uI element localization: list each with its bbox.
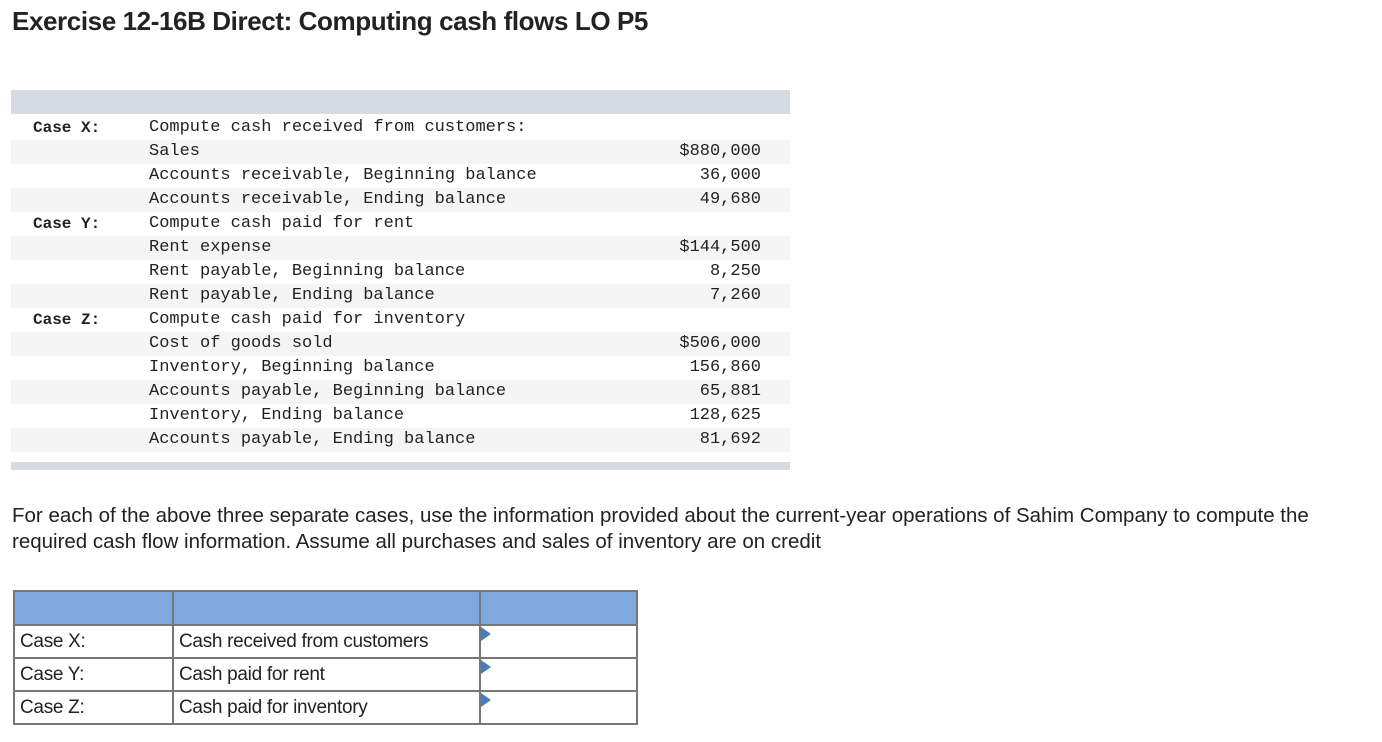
row-amount: 156,860 [689,358,761,377]
row-description: Rent expense [149,238,272,257]
case-label: Case Z: [33,311,101,329]
row-amount: 49,680 [699,190,761,209]
data-row: Sales $880,000 [11,140,790,164]
row-amount: 8,250 [709,262,761,281]
row-description: Sales [149,142,201,161]
row-description: Cost of goods sold [149,334,333,353]
data-row: Accounts receivable, Ending balance 49,6… [11,188,790,212]
data-row: Rent payable, Ending balance 7,260 [11,284,790,308]
answer-row-label: Cash paid for inventory [172,690,481,725]
answer-row: Case X: Cash received from customers [13,624,638,659]
row-amount: 7,260 [709,286,761,305]
header-cell-amount [479,590,638,626]
row-description: Accounts payable, Ending balance [149,430,476,449]
answer-case-label: Case Z: [13,690,174,725]
answer-row-label: Cash received from customers [172,624,481,659]
row-amount: 128,625 [689,406,761,425]
row-amount: 81,692 [699,430,761,449]
table-bottom-band [11,462,790,470]
row-description: Compute cash received from customers: [149,118,527,137]
data-row: Case X: Compute cash received from custo… [11,116,790,140]
data-row: Inventory, Ending balance 128,625 [11,404,790,428]
case-label: Case Y: [33,215,101,233]
data-row: Rent expense $144,500 [11,236,790,260]
row-amount: 36,000 [699,166,761,185]
page-title: Exercise 12-16B Direct: Computing cash f… [12,6,648,36]
row-amount: $144,500 [679,238,761,257]
header-cell-case [13,590,174,626]
row-description: Rent payable, Ending balance [149,286,435,305]
row-description: Accounts receivable, Beginning balance [149,166,537,185]
row-description: Compute cash paid for inventory [149,310,466,329]
data-row: Case Z: Compute cash paid for inventory [11,308,790,332]
data-row: Rent payable, Beginning balance 8,250 [11,260,790,284]
row-amount: $880,000 [679,142,761,161]
data-row: Accounts receivable, Beginning balance 3… [11,164,790,188]
cash-received-input[interactable] [481,626,636,657]
instructions-text: For each of the above three separate cas… [12,504,1309,553]
answer-table: Case X: Cash received from customers Cas… [13,590,638,725]
row-description: Accounts receivable, Ending balance [149,190,507,209]
row-amount: 65,881 [699,382,761,401]
data-row: Case Y: Compute cash paid for rent [11,212,790,236]
cash-paid-rent-input[interactable] [481,659,636,690]
header-cell-description [172,590,481,626]
answer-cell-cash-inventory[interactable] [479,690,638,725]
answer-row: Case Y: Cash paid for rent [13,657,638,692]
case-label: Case X: [33,119,101,137]
given-data-table: Case X: Compute cash received from custo… [11,90,790,470]
row-description: Inventory, Ending balance [149,406,405,425]
data-row: Accounts payable, Beginning balance 65,8… [11,380,790,404]
data-row: Accounts payable, Ending balance 81,692 [11,428,790,452]
data-row: Inventory, Beginning balance 156,860 [11,356,790,380]
answer-case-label: Case Y: [13,657,174,692]
answer-cell-cash-rent[interactable] [479,657,638,692]
row-description: Accounts payable, Beginning balance [149,382,507,401]
row-amount: $506,000 [679,334,761,353]
row-description: Compute cash paid for rent [149,214,415,233]
answer-row: Case Z: Cash paid for inventory [13,690,638,725]
data-row: Cost of goods sold $506,000 [11,332,790,356]
row-description: Rent payable, Beginning balance [149,262,466,281]
answer-cell-cash-received[interactable] [479,624,638,659]
cash-paid-inventory-input[interactable] [481,692,636,723]
answer-case-label: Case X: [13,624,174,659]
row-description: Inventory, Beginning balance [149,358,435,377]
answer-row-label: Cash paid for rent [172,657,481,692]
answer-table-header [13,590,638,626]
table-top-band [11,90,790,114]
